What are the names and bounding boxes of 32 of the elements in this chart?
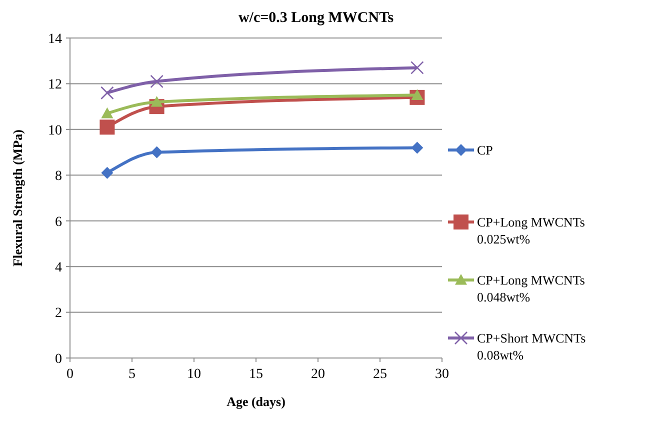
point xyxy=(100,120,115,135)
point xyxy=(101,166,114,179)
x-tick-label: 25 xyxy=(373,367,387,382)
y-tick-label: 4 xyxy=(55,260,62,276)
point xyxy=(411,89,424,100)
point xyxy=(410,61,424,74)
y-tick-label: 2 xyxy=(55,306,62,322)
y-tick-label: 14 xyxy=(48,32,62,47)
point xyxy=(101,107,114,118)
legend-label: CP+Long MWCNTs 0.048wt% xyxy=(477,272,585,304)
point xyxy=(150,96,163,107)
x-axis-title: Age (days) xyxy=(226,394,286,409)
x-tick-label: 20 xyxy=(311,367,325,382)
y-tick-label: 0 xyxy=(55,352,62,367)
y-axis-title: Flexural Strength (MPa) xyxy=(10,130,25,266)
y-tick-label: 12 xyxy=(48,78,62,93)
legend-label: CP+Long MWCNTs 0.025wt% xyxy=(477,214,585,246)
x-tick-label: 5 xyxy=(128,367,136,382)
y-tick-label: 10 xyxy=(48,123,62,138)
x-tick-label: 15 xyxy=(249,367,263,382)
y-tick-label: 8 xyxy=(55,169,62,184)
point xyxy=(411,142,424,154)
x-tick-label: 10 xyxy=(187,367,201,382)
legend-label: CP+Short MWCNTs 0.08wt% xyxy=(477,330,586,362)
chart-title: w/c=0.3 Long MWCNTs xyxy=(238,10,394,26)
point xyxy=(100,86,114,100)
point xyxy=(150,146,163,158)
x-tick-label: 0 xyxy=(66,367,74,382)
point xyxy=(150,74,164,88)
legend-label: CP xyxy=(477,142,493,158)
x-tick-label: 30 xyxy=(435,367,449,382)
y-tick-label: 6 xyxy=(55,214,62,230)
